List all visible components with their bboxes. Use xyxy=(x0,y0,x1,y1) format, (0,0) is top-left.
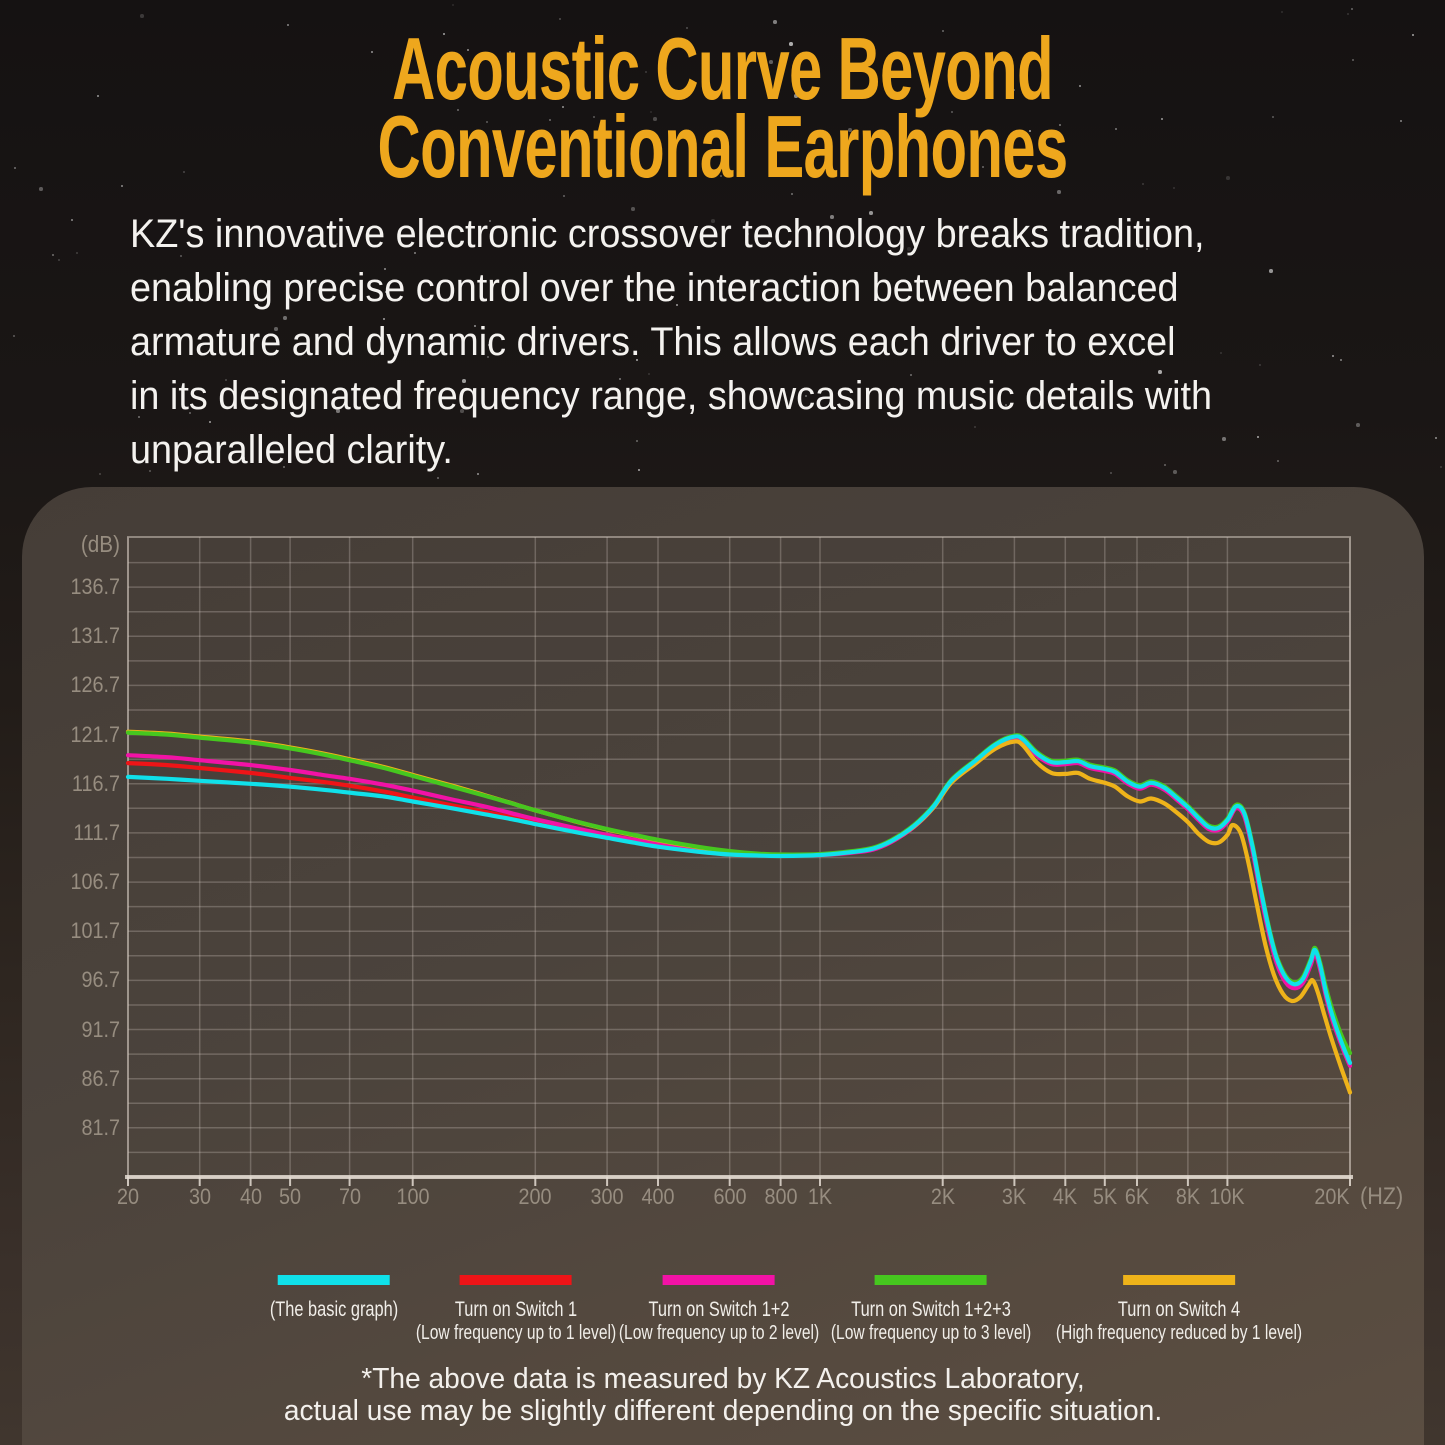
legend-item: Turn on Switch 4 (High frequency reduced … xyxy=(1021,1275,1337,1345)
star xyxy=(1351,8,1353,10)
y-tick-label: 126.7 xyxy=(70,672,120,698)
legend-sublabel: (High frequency reduced by 1 level) xyxy=(1055,1322,1303,1344)
plot-area xyxy=(125,536,1353,1186)
legend-sublabel: (Low frequency up to 1 level) xyxy=(415,1322,617,1344)
x-tick-label: 300 xyxy=(590,1184,624,1209)
x-tick-label: 600 xyxy=(713,1184,747,1209)
legend-item: Turn on Switch 1 (Low frequency up to 1 l… xyxy=(388,1275,645,1345)
legend-item: Turn on Switch 1+2 (Low frequency up to 2… xyxy=(591,1275,848,1345)
star xyxy=(52,254,54,256)
title-line-1: Acoustic Curve Beyond xyxy=(392,19,1053,118)
x-tick-label: 100 xyxy=(396,1184,430,1209)
x-tick-label: 5K xyxy=(1092,1184,1117,1209)
page-title: Acoustic Curve Beyond Conventional Earph… xyxy=(0,19,1445,196)
x-tick-label: 200 xyxy=(518,1184,552,1209)
star xyxy=(452,4,454,6)
y-tick-label: 106.7 xyxy=(70,869,120,895)
star xyxy=(1347,13,1349,15)
legend-swatch xyxy=(875,1275,987,1285)
intro-line: armature and dynamic drivers. This allow… xyxy=(130,320,1176,364)
curve-basic xyxy=(125,734,1353,1066)
intro-line: enabling precise control over the intera… xyxy=(130,266,1179,310)
x-tick-label: 20 xyxy=(116,1184,140,1209)
intro-line: KZ's innovative electronic crossover tec… xyxy=(130,212,1205,256)
x-tick-label: 30 xyxy=(188,1184,211,1209)
x-tick-label: 1K xyxy=(807,1184,833,1209)
legend-sublabel: (Low frequency up to 3 level) xyxy=(830,1322,1032,1344)
legend-item: (The basic graph) xyxy=(252,1275,417,1322)
title-line-2: Conventional Earphones xyxy=(377,97,1069,196)
legend-sublabel: (Low frequency up to 2 level) xyxy=(618,1322,820,1344)
y-tick-label: 111.7 xyxy=(73,819,120,845)
footnote-line-2: actual use may be slightly different dep… xyxy=(283,1395,1163,1427)
y-tick-label: 96.7 xyxy=(81,967,120,993)
y-tick-label: 131.7 xyxy=(70,623,120,649)
chart-svg xyxy=(125,536,1353,1186)
legend-swatch xyxy=(460,1275,572,1285)
legend-swatch xyxy=(1122,1275,1235,1285)
intro-paragraph: KZ's innovative electronic crossover tec… xyxy=(130,207,1400,477)
star xyxy=(1435,437,1437,439)
intro-line: in its designated frequency range, showc… xyxy=(130,374,1213,418)
intro-line: unparalleled clarity. xyxy=(130,428,453,472)
x-tick-label: 40 xyxy=(239,1184,262,1209)
x-tick-label: 2K xyxy=(930,1184,955,1209)
y-tick-label: 116.7 xyxy=(71,770,120,796)
star xyxy=(71,219,73,221)
star xyxy=(39,187,43,191)
x-tick-label: 3K xyxy=(1002,1184,1027,1209)
y-tick-label: 121.7 xyxy=(70,721,120,747)
legend-label: Turn on Switch 1+2 xyxy=(648,1298,790,1321)
star xyxy=(140,14,144,18)
legend-label: Turn on Switch 4 xyxy=(1117,1298,1241,1321)
star xyxy=(58,259,60,261)
legend-label: Turn on Switch 1+2+3 xyxy=(851,1298,1011,1321)
y-tick-label: 81.7 xyxy=(81,1114,120,1140)
star xyxy=(76,252,78,254)
legend-swatch xyxy=(277,1275,390,1285)
x-tick-label: 400 xyxy=(641,1184,675,1209)
star xyxy=(1281,11,1283,13)
y-tick-label: 91.7 xyxy=(81,1016,120,1042)
x-tick-label: 70 xyxy=(338,1184,361,1209)
x-axis-unit-label: (HZ) xyxy=(1360,1183,1404,1210)
x-tick-label: 4K xyxy=(1053,1184,1078,1209)
star xyxy=(1440,466,1442,468)
x-tick-label: 6K xyxy=(1124,1184,1150,1209)
footnote: *The above data is measured by KZ Acoust… xyxy=(22,1363,1424,1427)
star xyxy=(287,24,289,26)
star xyxy=(13,335,15,337)
legend-label: (The basic graph) xyxy=(269,1298,399,1321)
y-axis-unit-label: (dB) xyxy=(80,531,120,557)
y-tick-label: 136.7 xyxy=(70,574,120,600)
x-tick-label: 8K xyxy=(1175,1184,1200,1209)
star xyxy=(1173,187,1175,189)
chart-panel: (dB) 136.7 131.7 126.7 121.7 116.7 111.7 106.7… xyxy=(22,487,1424,1445)
y-tick-label: 101.7 xyxy=(70,918,120,944)
legend-item: Turn on Switch 1+2+3 (Low frequency up to… xyxy=(803,1275,1060,1345)
star xyxy=(437,477,439,479)
x-tick-label: 50 xyxy=(279,1184,302,1209)
y-tick-label: 86.7 xyxy=(81,1065,120,1091)
x-tick-label: 20K xyxy=(1314,1184,1350,1209)
star xyxy=(99,473,101,475)
legend-swatch xyxy=(663,1275,775,1285)
legend-label: Turn on Switch 1 xyxy=(454,1298,578,1321)
x-tick-label: 10K xyxy=(1209,1184,1245,1209)
x-tick-label: 800 xyxy=(764,1184,798,1209)
footnote-line-1: *The above data is measured by KZ Acoust… xyxy=(361,1363,1085,1395)
